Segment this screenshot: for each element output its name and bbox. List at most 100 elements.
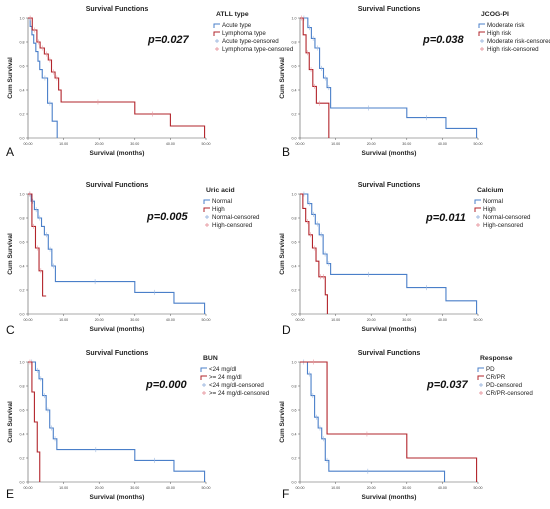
y-tick-label: 1.0	[292, 360, 297, 364]
x-tick-label: 30.00	[402, 142, 411, 146]
y-tick-label: 0.8	[20, 216, 25, 220]
y-tick-label: 0.4	[292, 88, 297, 92]
legend-entry: Lymphoma type	[222, 30, 266, 37]
panel-e: Survival Functions 0.0 0.2 0.4 0.6 0.8 1.0 00.0…	[6, 350, 270, 501]
legend-title: BUN	[203, 355, 218, 362]
series-line-red	[28, 361, 41, 482]
y-tick-label: 0.0	[20, 312, 25, 316]
panel-letter: B	[282, 145, 290, 159]
series-line-red	[28, 17, 206, 138]
legend-entry: Acute type	[222, 22, 252, 29]
panel-b: Survival Functions 0.0 0.2 0.4 0.6 0.8 1.0 00.0…	[279, 6, 550, 159]
x-tick-label: 40.00	[438, 486, 447, 490]
y-axis-label: Cum Survival	[279, 401, 286, 443]
x-axis-label: Survival (months)	[362, 150, 417, 157]
x-tick-label: 10.00	[59, 318, 68, 322]
x-axis-label: Survival (months)	[90, 494, 145, 501]
series-line-red	[300, 361, 478, 482]
legend-entry: Lymphoma type-censored	[222, 46, 294, 53]
x-tick-label: 20.00	[95, 142, 104, 146]
x-tick-label: 30.00	[130, 486, 139, 490]
legend-entry: High-censored	[483, 222, 524, 229]
panel-letter: A	[6, 145, 14, 159]
y-tick-label: 1.0	[20, 360, 25, 364]
legend-swatch-line	[213, 23, 220, 28]
y-tick-label: 0.8	[292, 384, 297, 388]
x-axis-label: Survival (months)	[362, 326, 417, 333]
panel-c: Survival Functions 0.0 0.2 0.4 0.6 0.8 1.0 00.0…	[6, 182, 260, 337]
y-tick-label: 0.6	[292, 64, 297, 68]
legend-swatch-line	[478, 23, 485, 28]
x-tick-label: 20.00	[95, 486, 104, 490]
legend-swatch-line	[213, 31, 220, 36]
legend-swatch-censor	[202, 391, 206, 395]
chart-title: Survival Functions	[358, 182, 421, 189]
y-tick-label: 0.2	[292, 112, 297, 116]
legend-swatch-censor	[215, 39, 219, 43]
panel-letter: F	[282, 487, 289, 501]
legend: Uric acid NormalHighNormal-censoredHigh-c…	[203, 187, 260, 229]
x-axis-label: Survival (months)	[90, 150, 145, 157]
x-tick-label: 50.00	[202, 318, 211, 322]
legend-entry: CR/PR-censored	[486, 390, 533, 397]
legend-entry: High	[212, 206, 225, 213]
p-value: p=0.038	[422, 34, 465, 46]
y-tick-label: 0.2	[292, 456, 297, 460]
x-tick-label: 30.00	[130, 318, 139, 322]
x-tick-label: 20.00	[367, 318, 376, 322]
legend-entry: <24 mg/dl-censored	[209, 382, 264, 389]
chart-title: Survival Functions	[86, 350, 149, 357]
y-tick-label: 0.4	[292, 264, 297, 268]
panel-d: Survival Functions 0.0 0.2 0.4 0.6 0.8 1.0 00.0…	[279, 182, 531, 337]
y-axis-label: Cum Survival	[7, 401, 14, 443]
y-tick-label: 0.6	[20, 408, 25, 412]
x-tick-label: 40.00	[166, 318, 175, 322]
panel-a: Survival Functions 0.0 0.2 0.4 0.6 0.8 1.0 00.0…	[6, 6, 294, 159]
x-tick-label: 20.00	[367, 142, 376, 146]
y-tick-label: 0.0	[20, 480, 25, 484]
x-tick-label: 10.00	[331, 318, 340, 322]
x-axis-label: Survival (months)	[90, 326, 145, 333]
legend-title: ATLL type	[216, 11, 249, 18]
legend-entry: PD-censored	[486, 382, 523, 389]
legend-entry: Normal-censored	[212, 214, 260, 221]
x-tick-label: 10.00	[59, 486, 68, 490]
legend-swatch-line	[477, 367, 484, 372]
y-tick-label: 0.6	[292, 240, 297, 244]
panel-letter: C	[6, 323, 15, 337]
p-value: p=0.005	[146, 211, 189, 223]
x-tick-label: 20.00	[95, 318, 104, 322]
y-tick-label: 0.6	[20, 64, 25, 68]
x-tick-label: 50.00	[202, 142, 211, 146]
series-line-blue	[28, 361, 206, 482]
chart-title: Survival Functions	[358, 350, 421, 357]
x-tick-label: 00.00	[24, 486, 33, 490]
legend-swatch-censor	[480, 47, 484, 51]
y-axis-label: Cum Survival	[7, 57, 14, 99]
legend-swatch-line	[200, 367, 207, 372]
y-tick-label: 1.0	[292, 192, 297, 196]
y-tick-label: 0.6	[292, 408, 297, 412]
y-tick-label: 0.8	[292, 216, 297, 220]
x-tick-label: 40.00	[166, 486, 175, 490]
x-tick-label: 40.00	[438, 142, 447, 146]
x-tick-label: 10.00	[59, 142, 68, 146]
legend-swatch-censor	[480, 39, 484, 43]
legend-entry: PD	[486, 366, 495, 373]
y-tick-label: 0.8	[292, 40, 297, 44]
legend-title: Response	[480, 355, 513, 362]
legend: Calcium NormalHighNormal-censoredHigh-cen…	[474, 187, 531, 229]
y-tick-label: 0.0	[20, 136, 25, 140]
x-tick-label: 40.00	[438, 318, 447, 322]
panel-f: Survival Functions 0.0 0.2 0.4 0.6 0.8 1.0 00.0…	[279, 350, 533, 501]
y-tick-label: 0.4	[20, 88, 25, 92]
x-tick-label: 20.00	[367, 486, 376, 490]
legend-entry: >= 24 mg/dl-censored	[209, 390, 270, 397]
legend-swatch-line	[474, 207, 481, 212]
x-tick-label: 30.00	[130, 142, 139, 146]
legend-entry: Normal-censored	[483, 214, 531, 221]
legend-swatch-line	[203, 207, 210, 212]
legend-entry: <24 mg/dl	[209, 366, 236, 373]
